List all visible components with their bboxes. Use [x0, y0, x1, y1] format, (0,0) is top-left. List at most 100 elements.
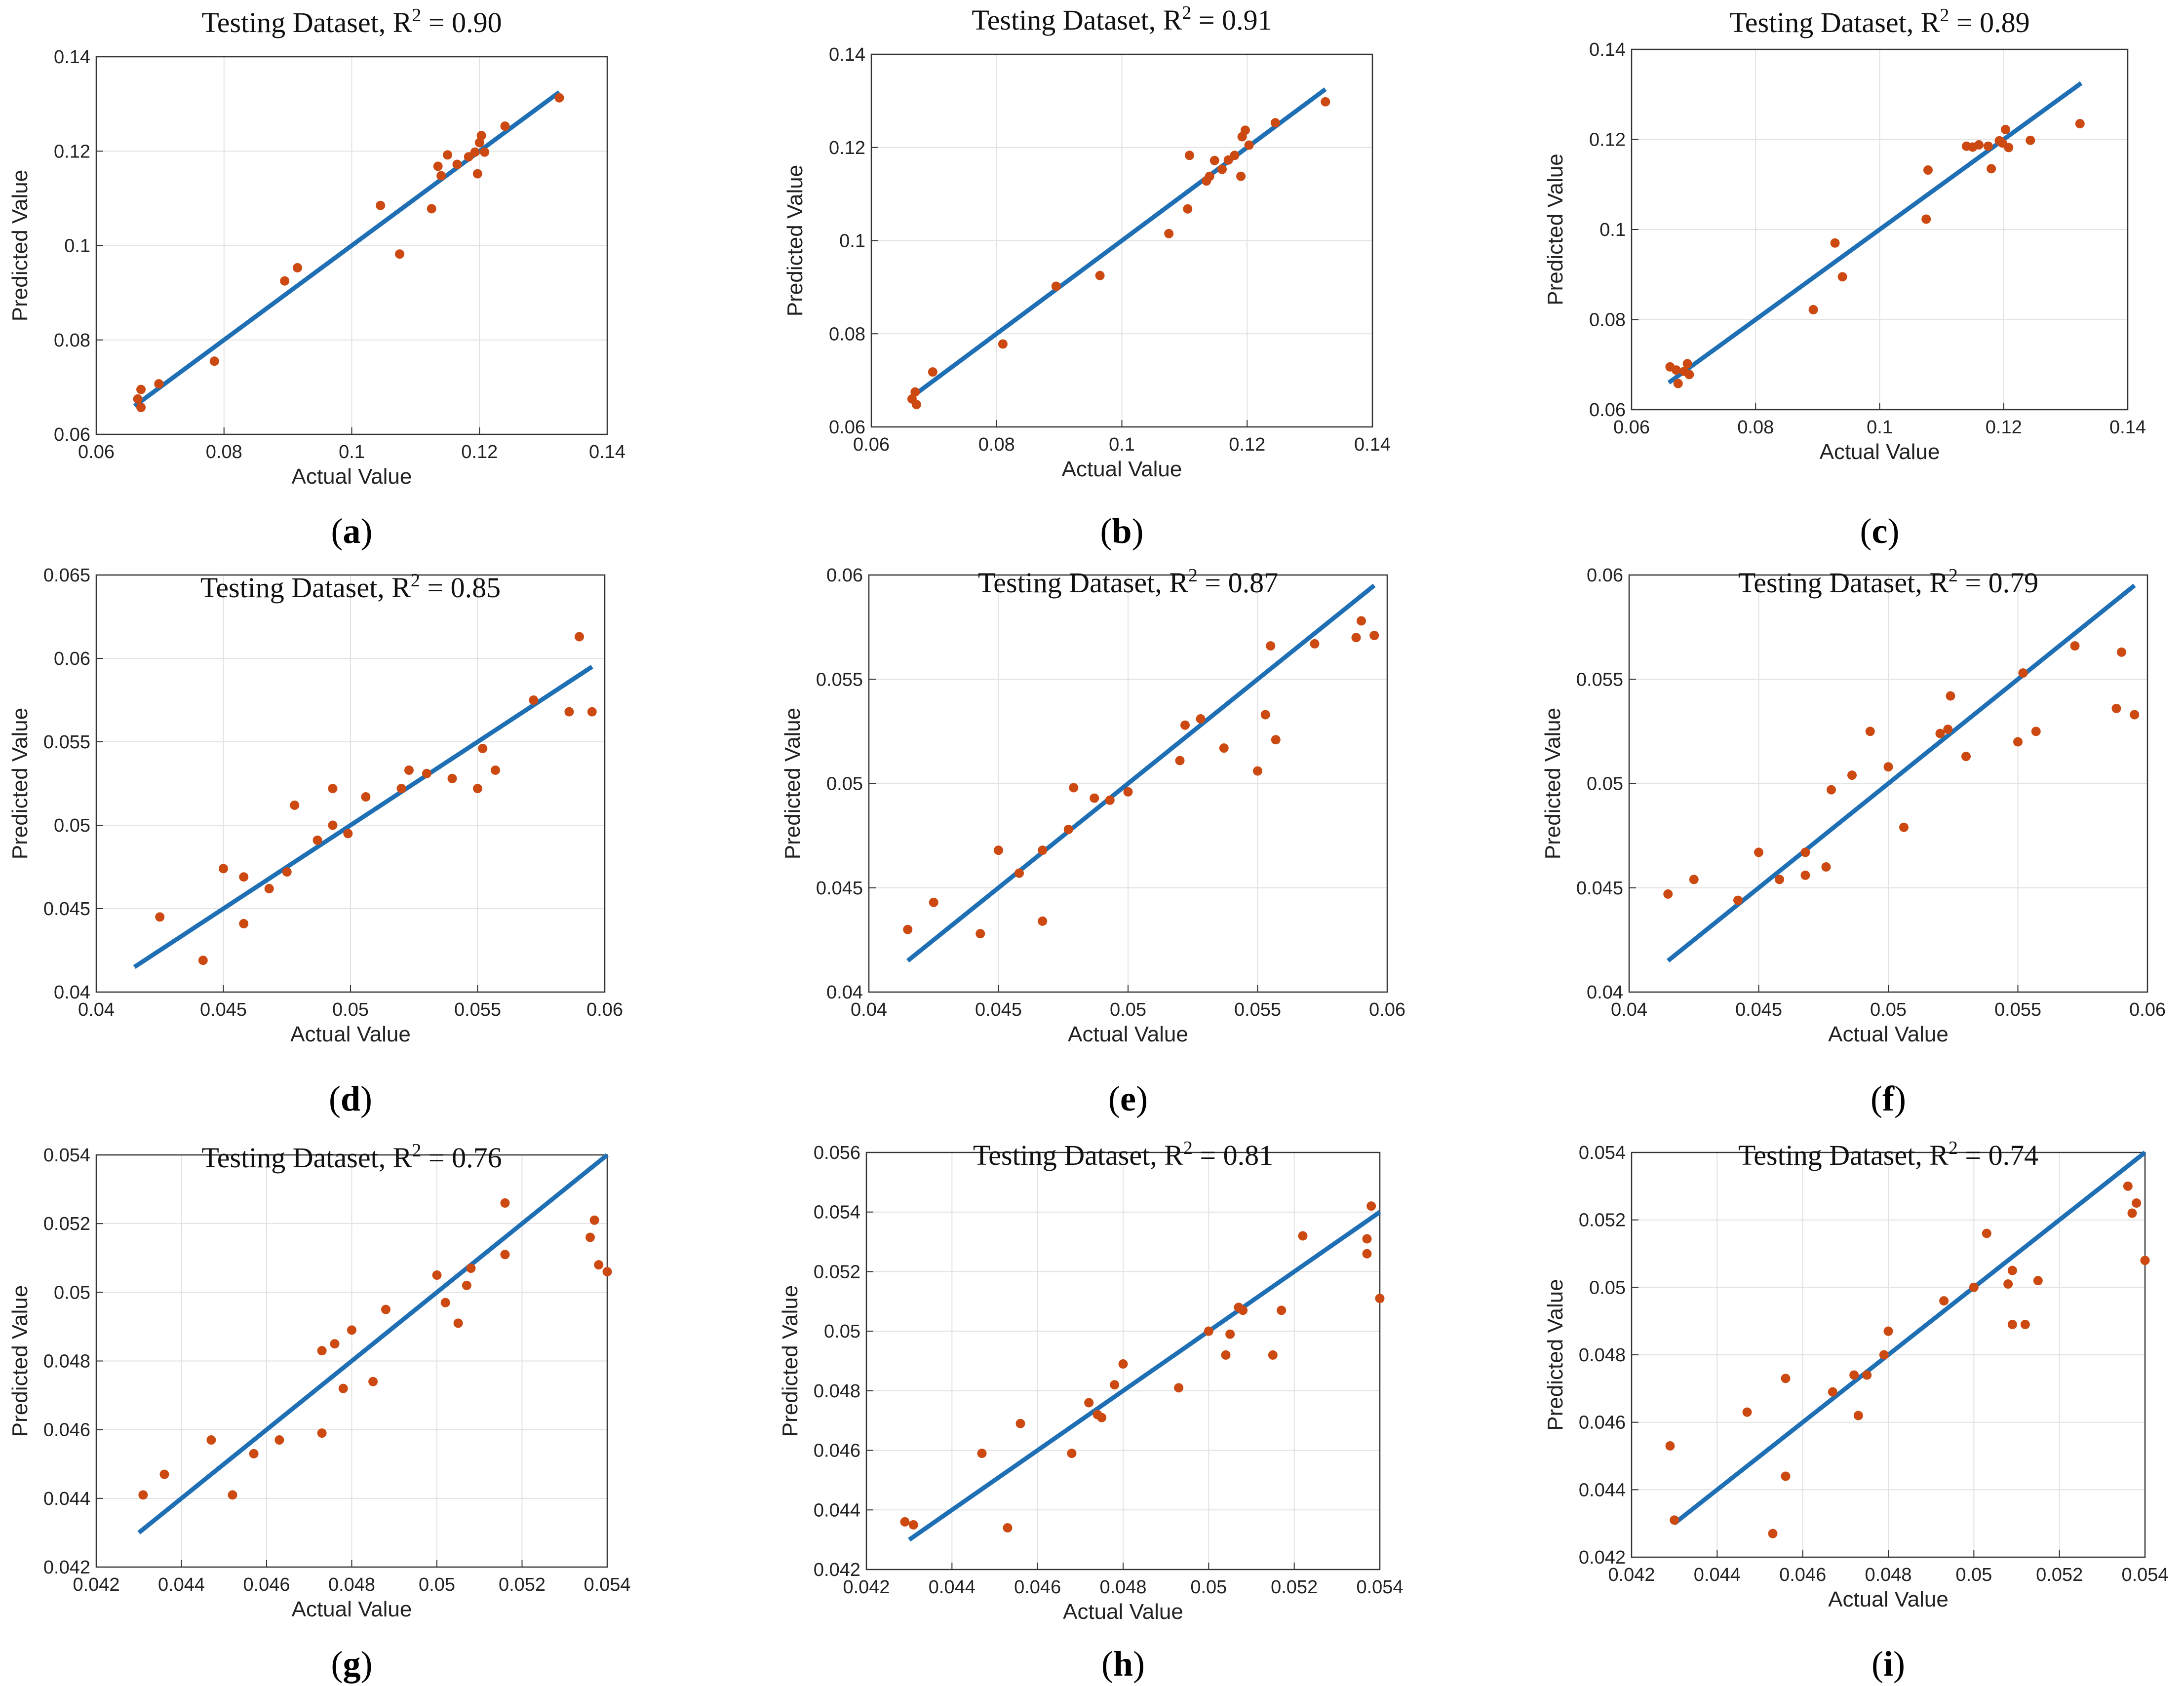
data-point [910, 387, 920, 397]
y-tick-label: 0.06 [1589, 400, 1626, 421]
data-point [1781, 1471, 1791, 1481]
x-axis-label: Actual Value [1063, 1600, 1183, 1624]
x-tick-label: 0.046 [1014, 1577, 1061, 1598]
fit-line [1666, 583, 2136, 963]
data-point [2003, 1279, 2013, 1289]
data-point [554, 93, 564, 103]
y-tick-label: 0.05 [826, 774, 863, 795]
x-tick-label: 0.04 [1611, 999, 1647, 1020]
x-tick-label: 0.052 [499, 1574, 546, 1595]
title-r2-value: = 0.85 [420, 572, 501, 604]
title-superscript: 2 [412, 5, 421, 26]
data-point [368, 1377, 378, 1386]
data-point [2020, 1320, 2030, 1329]
panel-label-open: ( [1100, 511, 1112, 551]
x-tick-label: 0.055 [454, 999, 501, 1020]
panel-label-close: ) [361, 511, 373, 551]
title-text: Testing Dataset, R [200, 572, 411, 604]
title-superscript: 2 [411, 570, 420, 591]
y-tick-label: 0.08 [54, 330, 90, 351]
y-tick-label: 0.054 [1579, 1143, 1626, 1163]
data-point [998, 339, 1008, 349]
y-tick-label: 0.1 [1599, 220, 1626, 240]
panel-label-close: ) [1894, 1079, 1906, 1118]
data-point [338, 1383, 348, 1393]
y-tick-label: 0.052 [43, 1214, 90, 1234]
data-point [453, 1318, 463, 1328]
data-point [1742, 1407, 1752, 1417]
title-superscript: 2 [1188, 565, 1198, 586]
y-tick-label: 0.048 [814, 1381, 860, 1402]
x-tick-label: 0.055 [1234, 999, 1281, 1020]
data-point [2127, 1208, 2137, 1218]
data-point [994, 845, 1003, 855]
data-point [136, 402, 146, 412]
data-point [1123, 787, 1133, 797]
data-point [290, 800, 300, 810]
data-point [1883, 1326, 1893, 1336]
data-point [1118, 1359, 1128, 1369]
fit-line [908, 1210, 1381, 1542]
data-point [1974, 140, 1984, 150]
data-point [929, 897, 938, 907]
chart-panel-c: 0.06 0.08 0.1 0.12 0.14 0.06 0.08 0.1 0.12 0.14 Ac… [1543, 5, 2146, 551]
fit-line [906, 583, 1376, 963]
data-point [500, 1250, 510, 1260]
data-point [1961, 752, 1971, 762]
title-superscript: 2 [1183, 1138, 1193, 1158]
data-point [343, 829, 353, 839]
y-tick-label: 0.05 [824, 1321, 860, 1342]
chart-title: Testing Dataset, R2 = 0.81 [973, 1138, 1273, 1171]
data-point [1225, 1329, 1235, 1339]
data-point [396, 784, 406, 794]
data-point [328, 784, 338, 794]
x-tick-label: 0.05 [419, 1574, 455, 1595]
y-tick-label: 0.042 [814, 1560, 860, 1580]
data-point [1253, 766, 1262, 776]
y-axis-label: Predicted Value [1543, 1279, 1567, 1430]
x-tick-label: 0.08 [1737, 417, 1774, 438]
panel-label-close: ) [360, 1079, 372, 1118]
data-point [500, 1198, 510, 1208]
data-point [1217, 164, 1227, 174]
y-axis-label: Predicted Value [1541, 708, 1565, 859]
data-point [1671, 365, 1681, 375]
data-point [1982, 1228, 1991, 1238]
y-tick-label: 0.055 [43, 732, 90, 753]
panel-label-open: ( [329, 1079, 341, 1118]
data-point [447, 773, 457, 783]
panel-label-letter: a [343, 511, 361, 551]
y-tick-label: 0.055 [1576, 669, 1623, 690]
y-tick-label: 0.06 [54, 649, 90, 669]
data-point [1670, 1515, 1679, 1525]
panel-label-letter: g [343, 1644, 361, 1684]
fit-line [133, 90, 561, 408]
x-tick-label: 0.12 [1229, 434, 1265, 455]
data-point [133, 394, 143, 404]
panel-label-open: ( [1860, 511, 1872, 551]
data-point [1808, 305, 1818, 314]
y-tick-label: 0.06 [54, 424, 90, 445]
data-point [155, 912, 165, 922]
y-tick-label: 0.1 [64, 236, 90, 257]
title-r2-value: = 0.89 [1949, 6, 2029, 38]
y-tick-label: 0.044 [1579, 1480, 1626, 1500]
data-point [1821, 862, 1831, 872]
x-axis-label: Actual Value [1062, 457, 1182, 481]
x-axis-label: Actual Value [1828, 1022, 1949, 1046]
data-point [1260, 710, 1270, 720]
title-r2-value: = 0.91 [1191, 4, 1272, 36]
y-axis-label: Predicted Value [783, 165, 807, 316]
data-point [1051, 281, 1061, 291]
chart-title: Testing Dataset, R2 = 0.76 [201, 1140, 502, 1174]
data-point [1183, 204, 1193, 214]
y-tick-label: 0.12 [54, 141, 90, 162]
title-superscript: 2 [1182, 2, 1191, 23]
y-tick-label: 0.044 [43, 1489, 90, 1509]
data-point [1180, 720, 1190, 730]
panel-label: (g) [331, 1644, 373, 1684]
data-point [2033, 1276, 2043, 1286]
chart-title: Testing Dataset, R2 = 0.79 [1738, 565, 2038, 599]
panel-label: (f) [1871, 1079, 1906, 1118]
